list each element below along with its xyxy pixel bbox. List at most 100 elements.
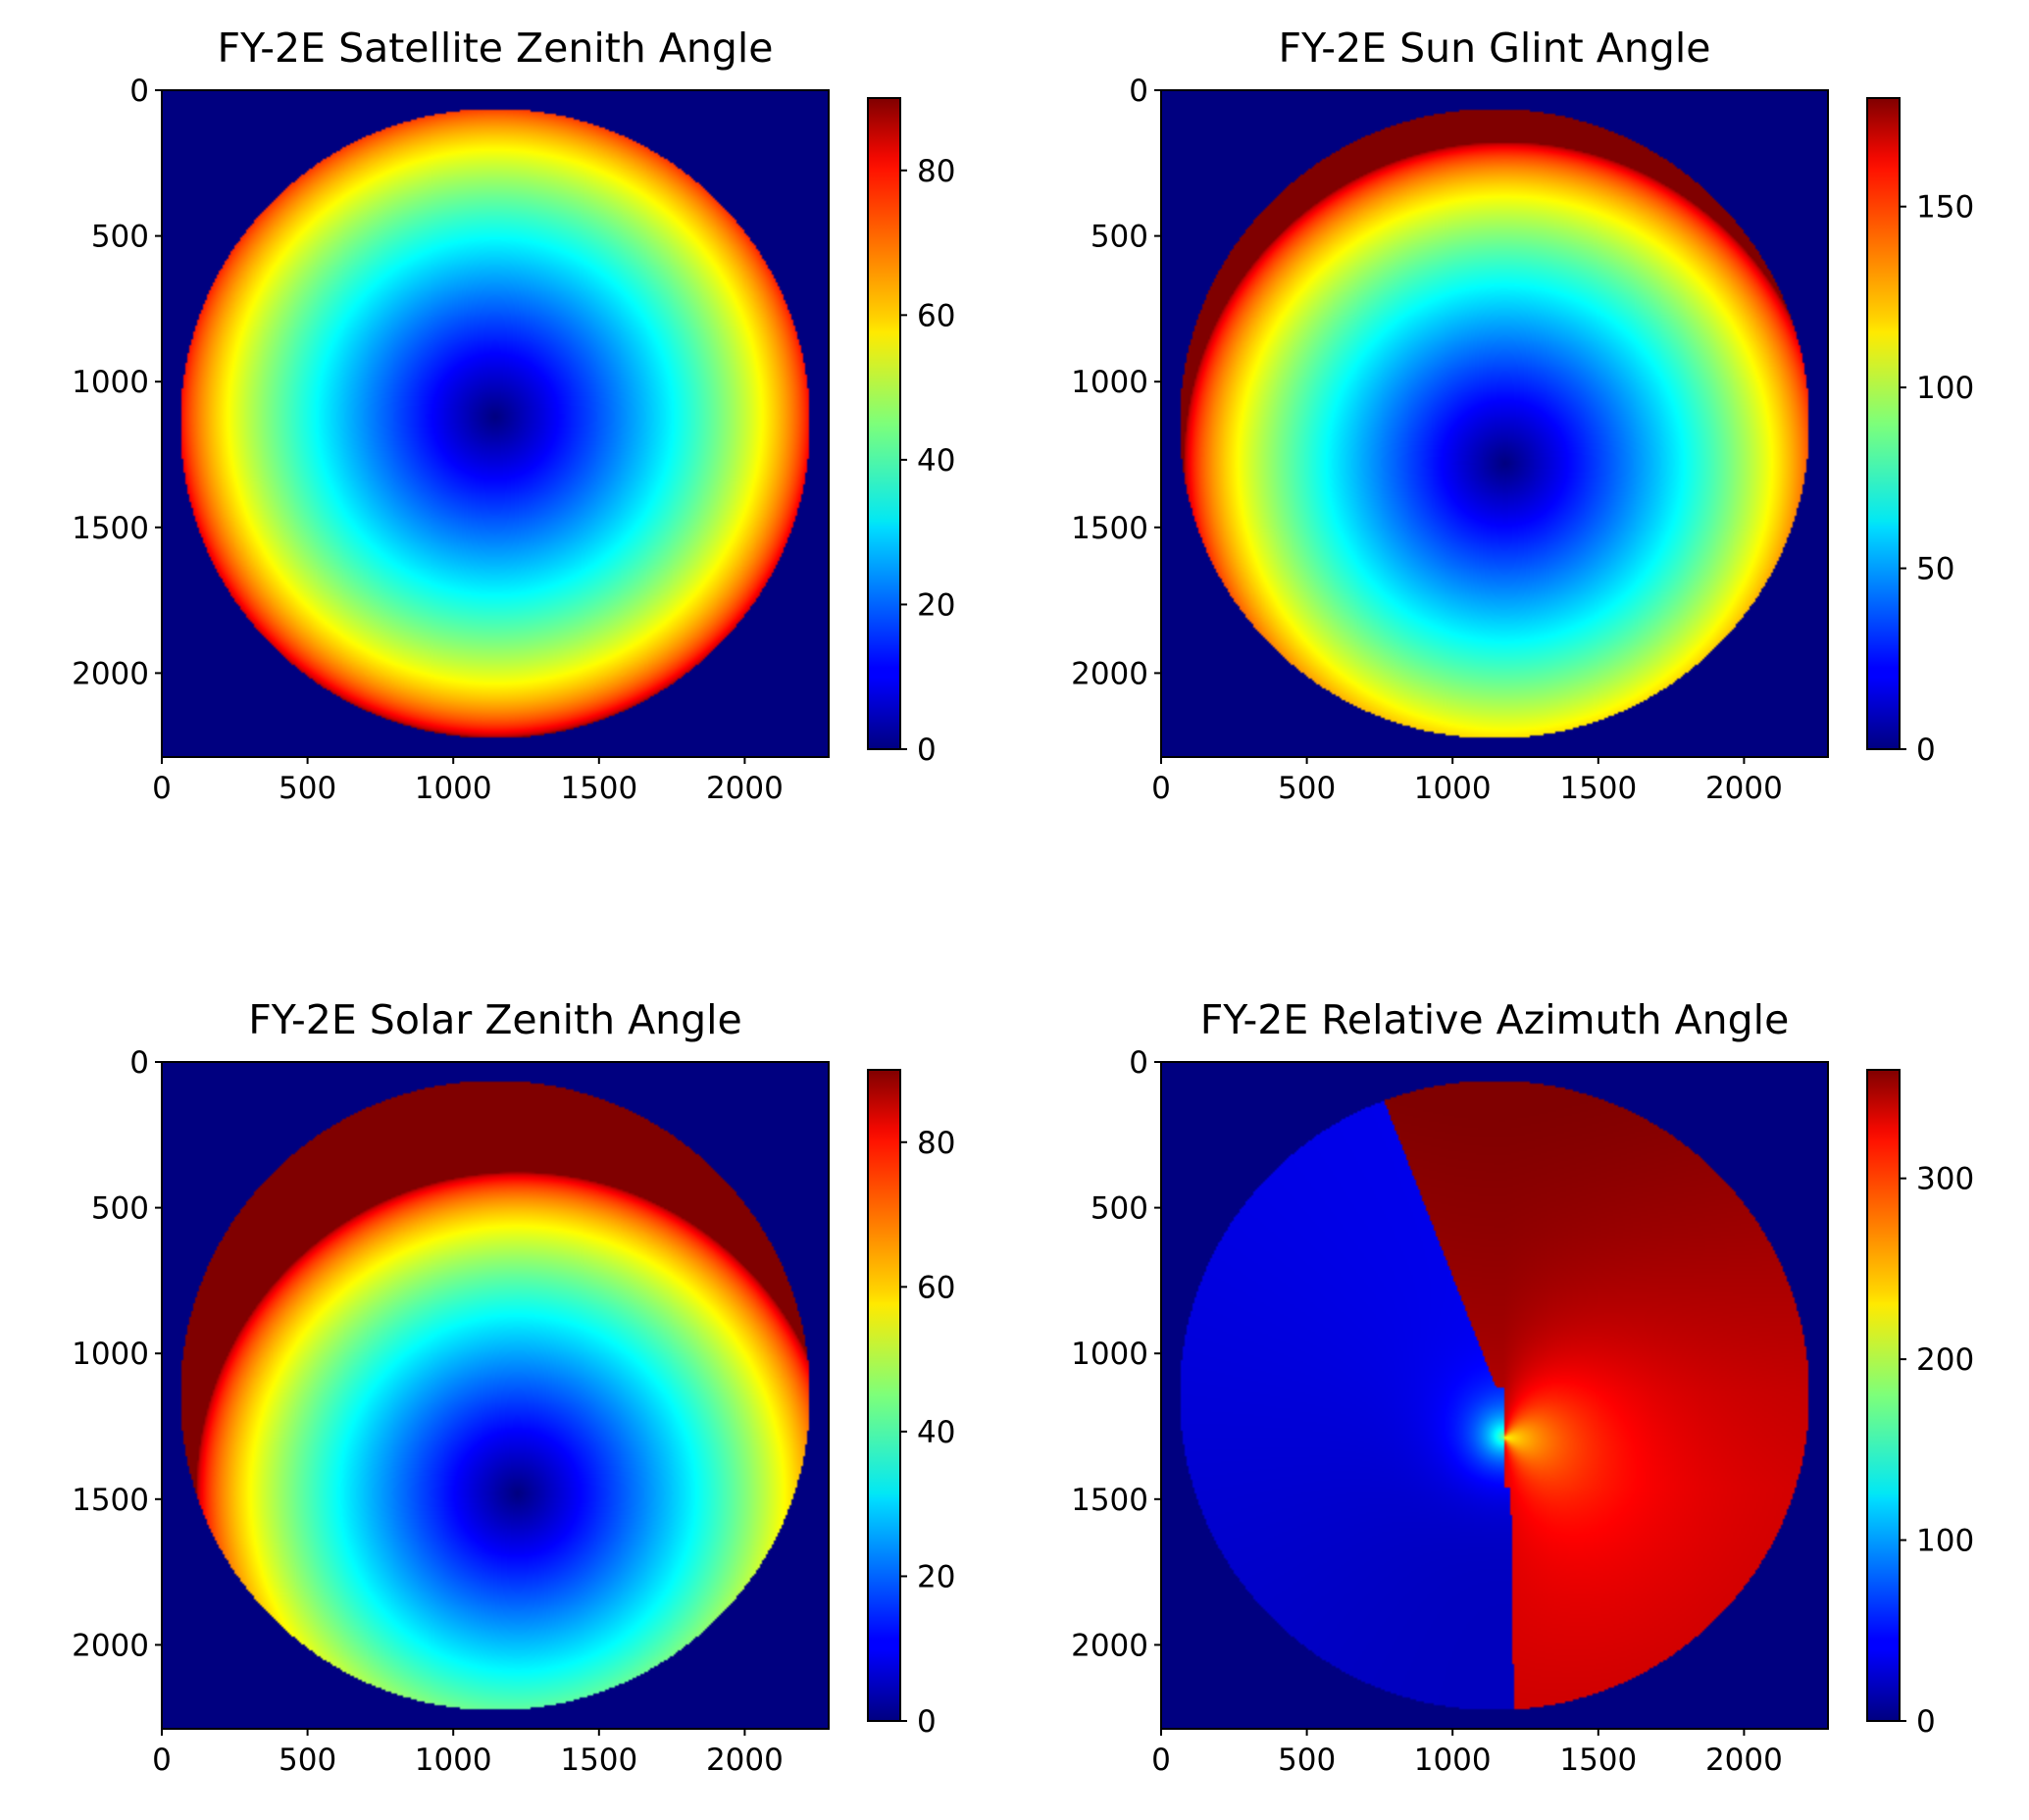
y-tick-label: 1500 <box>72 1483 149 1518</box>
y-tick-label: 0 <box>129 1045 149 1081</box>
x-tick-label: 2000 <box>1705 1743 1783 1778</box>
x-tick-label: 0 <box>152 1743 172 1778</box>
colorbar-tick-label: 100 <box>1916 1524 1974 1559</box>
colorbar-tick-label: 80 <box>917 154 955 189</box>
y-tick-label: 1000 <box>1071 1337 1148 1372</box>
x-tick-label: 1000 <box>1414 771 1492 806</box>
y-axis: 0 500 1000 1500 2000 <box>72 1045 162 1663</box>
colorbar: 0 20 40 60 80 <box>867 97 955 768</box>
y-tick-label: 1000 <box>72 365 149 400</box>
heatmap-image <box>162 90 829 757</box>
x-tick-label: 1000 <box>415 1743 492 1778</box>
heatmap-image <box>1161 1062 1828 1729</box>
x-tick-label: 2000 <box>1705 771 1783 806</box>
panel-solar-zenith: FY-2E Solar Zenith Angle 0 500 1000 1500 200… <box>72 996 955 1778</box>
y-tick-label: 2000 <box>72 656 149 691</box>
panel-title: FY-2E Sun Glint Angle <box>1279 25 1711 72</box>
colorbar-frame <box>1866 97 1901 750</box>
x-tick-label: 0 <box>152 771 172 806</box>
y-tick-label: 1500 <box>72 511 149 546</box>
colorbar-tick-label: 0 <box>917 733 937 768</box>
axes-frame <box>1160 1061 1829 1730</box>
colorbar: 0 100 200 300 <box>1866 1069 1974 1740</box>
colorbar-tick-label: 0 <box>917 1704 937 1740</box>
colorbar-ticks: 0 50 100 150 <box>1900 190 1974 768</box>
colorbar-tick-label: 80 <box>917 1126 955 1161</box>
y-tick-label: 2000 <box>1071 1628 1148 1663</box>
colorbar-tick-label: 60 <box>917 1270 955 1305</box>
axes-frame <box>1160 89 1829 758</box>
y-tick-label: 1000 <box>1071 365 1148 400</box>
colorbar-tick-label: 0 <box>1916 733 1936 768</box>
y-tick-label: 2000 <box>1071 656 1148 691</box>
y-axis: 0 500 1000 1500 2000 <box>72 74 162 691</box>
y-tick-label: 500 <box>1091 1191 1148 1227</box>
y-tick-label: 500 <box>1091 220 1148 255</box>
y-tick-label: 2000 <box>72 1628 149 1663</box>
x-tick-label: 500 <box>279 771 336 806</box>
colorbar-ticks: 0 20 40 60 80 <box>900 154 955 768</box>
x-axis: 0 500 1000 1500 2000 <box>1151 1729 1783 1778</box>
colorbar-frame <box>867 97 901 750</box>
colorbar-tick-label: 40 <box>917 1415 955 1450</box>
y-tick-label: 1500 <box>1071 511 1148 546</box>
panel-satellite-zenith: FY-2E Satellite Zenith Angle 0 500 1000 150… <box>72 25 955 806</box>
colorbar-frame <box>867 1069 901 1722</box>
heatmap-image <box>162 1062 829 1729</box>
panel-sun-glint: FY-2E Sun Glint Angle 0 500 1000 1500 2000 0… <box>1071 25 1974 806</box>
x-tick-label: 1000 <box>1414 1743 1492 1778</box>
x-tick-label: 1500 <box>1559 771 1637 806</box>
colorbar-gradient <box>868 98 900 749</box>
x-tick-label: 500 <box>1278 771 1336 806</box>
x-tick-label: 0 <box>1151 1743 1171 1778</box>
colorbar-tick-label: 60 <box>917 298 955 333</box>
colorbar-tick-label: 150 <box>1916 190 1974 226</box>
x-tick-label: 0 <box>1151 771 1171 806</box>
colorbar-tick-label: 20 <box>917 587 955 623</box>
colorbar-gradient <box>1867 1070 1900 1721</box>
heatmap-raster <box>162 90 829 757</box>
y-axis: 0 500 1000 1500 2000 <box>1071 1045 1161 1663</box>
y-axis: 0 500 1000 1500 2000 <box>1071 74 1161 691</box>
colorbar-gradient <box>868 1070 900 1721</box>
x-axis: 0 500 1000 1500 2000 <box>1151 757 1783 806</box>
panel-title: FY-2E Relative Azimuth Angle <box>1200 996 1790 1043</box>
heatmap-raster <box>1161 1062 1828 1729</box>
colorbar-ticks: 0 100 200 300 <box>1900 1162 1974 1740</box>
x-tick-label: 1500 <box>1559 1743 1637 1778</box>
x-tick-label: 500 <box>279 1743 336 1778</box>
colorbar-tick-label: 100 <box>1916 371 1974 406</box>
colorbar-frame <box>1866 1069 1901 1722</box>
y-tick-label: 0 <box>1129 74 1148 109</box>
colorbar-tick-label: 50 <box>1916 552 1954 587</box>
x-tick-label: 1500 <box>560 1743 637 1778</box>
colorbar-gradient <box>1867 98 1900 749</box>
axes-frame <box>161 89 830 758</box>
heatmap-raster <box>162 1062 829 1729</box>
axes-frame <box>161 1061 830 1730</box>
x-tick-label: 2000 <box>706 771 784 806</box>
panel-title: FY-2E Satellite Zenith Angle <box>218 25 774 72</box>
x-axis: 0 500 1000 1500 2000 <box>152 757 784 806</box>
y-tick-label: 0 <box>1129 1045 1148 1081</box>
y-tick-label: 1500 <box>1071 1483 1148 1518</box>
x-tick-label: 500 <box>1278 1743 1336 1778</box>
colorbar-tick-label: 40 <box>917 443 955 479</box>
colorbar-tick-label: 200 <box>1916 1342 1974 1378</box>
heatmap-image <box>1161 90 1828 757</box>
colorbar-ticks: 0 20 40 60 80 <box>900 1126 955 1740</box>
colorbar-tick-label: 300 <box>1916 1162 1974 1197</box>
y-tick-label: 500 <box>91 220 149 255</box>
colorbar-tick-label: 20 <box>917 1559 955 1594</box>
y-tick-label: 500 <box>91 1191 149 1227</box>
heatmap-raster <box>1161 90 1828 757</box>
x-axis: 0 500 1000 1500 2000 <box>152 1729 784 1778</box>
panel-title: FY-2E Solar Zenith Angle <box>248 996 742 1043</box>
colorbar: 0 20 40 60 80 <box>867 1069 955 1740</box>
colorbar: 0 50 100 150 <box>1866 97 1974 768</box>
x-tick-label: 2000 <box>706 1743 784 1778</box>
y-tick-label: 1000 <box>72 1337 149 1372</box>
panel-relative-azimuth: FY-2E Relative Azimuth Angle 0 500 1000 150… <box>1071 996 1974 1778</box>
y-tick-label: 0 <box>129 74 149 109</box>
